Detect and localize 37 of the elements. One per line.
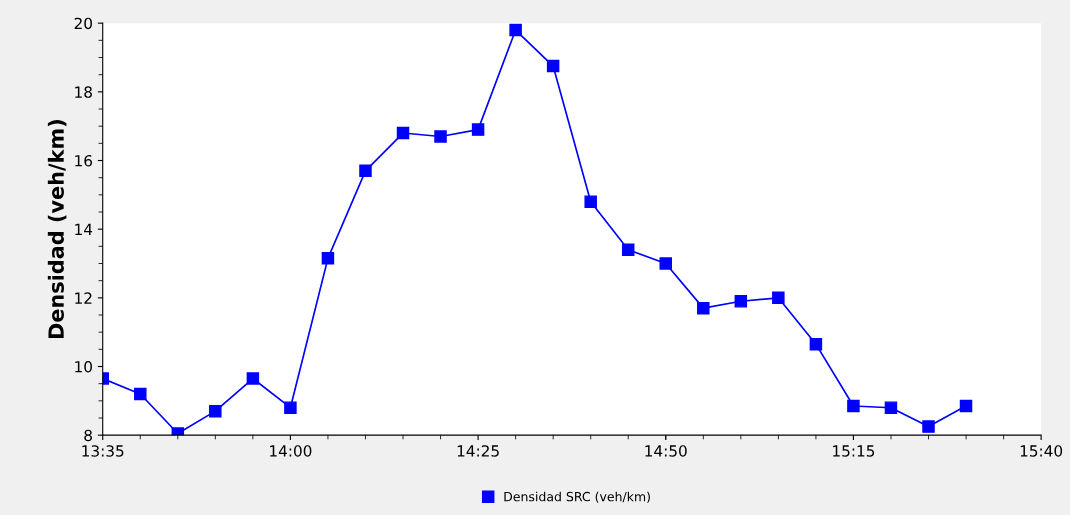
point bbox=[396, 126, 410, 140]
legend-label: Densidad SRC (veh/km) bbox=[504, 491, 650, 503]
y-axis-title: Densidad (veh/km) bbox=[47, 120, 67, 339]
point bbox=[584, 195, 597, 208]
y-tick-label: 14 bbox=[75, 223, 93, 235]
point bbox=[546, 59, 560, 73]
point bbox=[697, 301, 710, 315]
point bbox=[284, 401, 297, 414]
x-tick-label: 14:50 bbox=[645, 445, 687, 457]
point bbox=[884, 401, 898, 414]
y-tick-label: 8 bbox=[84, 429, 92, 442]
point bbox=[471, 123, 485, 136]
point bbox=[659, 257, 672, 270]
point bbox=[959, 399, 973, 413]
x-tick-label: 13:35 bbox=[82, 445, 124, 457]
x-tick-label: 14:25 bbox=[457, 445, 499, 457]
y-tick-label: 18 bbox=[75, 86, 92, 98]
x-tick-label: 14:00 bbox=[270, 445, 312, 457]
point bbox=[134, 387, 147, 401]
y-tick-label: 10 bbox=[75, 360, 92, 373]
point bbox=[847, 399, 860, 413]
y-tick-label: 16 bbox=[75, 154, 93, 167]
x-tick-label: 15:15 bbox=[833, 445, 875, 457]
point bbox=[772, 291, 785, 305]
y-tick-label: 12 bbox=[75, 292, 92, 304]
point bbox=[734, 295, 748, 308]
point bbox=[621, 243, 635, 257]
point bbox=[359, 164, 372, 178]
point bbox=[509, 23, 522, 37]
y-tick-label: 20 bbox=[74, 17, 92, 30]
point bbox=[209, 404, 222, 418]
point bbox=[246, 372, 260, 385]
point bbox=[922, 420, 935, 433]
point bbox=[434, 130, 447, 143]
x-tick-label: 15:40 bbox=[1020, 445, 1063, 457]
point bbox=[321, 252, 335, 265]
point bbox=[809, 337, 823, 351]
